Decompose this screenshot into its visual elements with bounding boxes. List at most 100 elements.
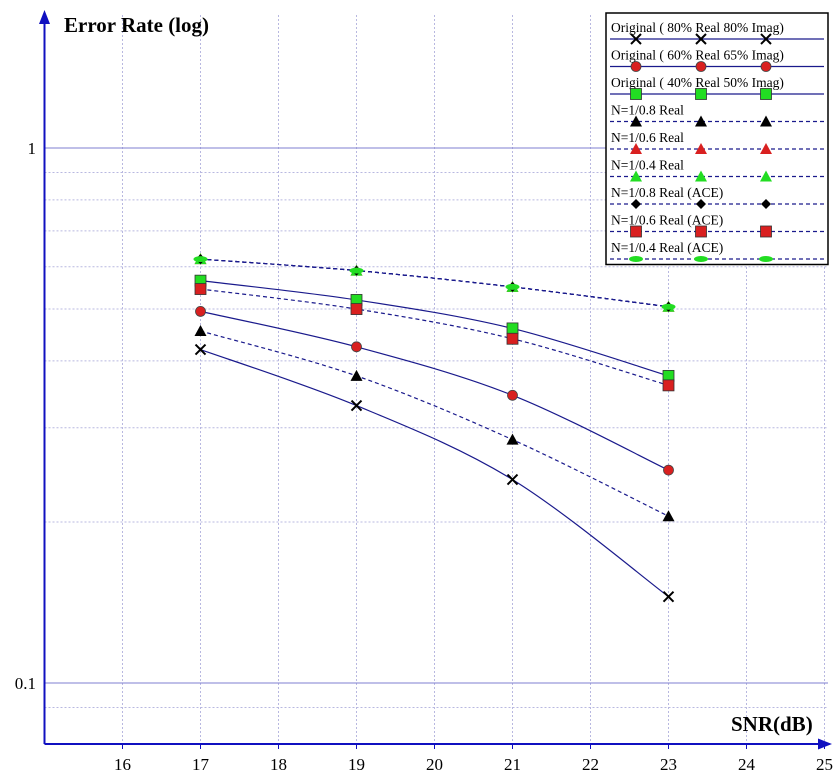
legend-marker [694,256,708,262]
legend-label: N=1/0.4 Real (ACE) [611,240,723,255]
legend-marker [760,225,772,238]
legend-marker [760,61,772,72]
data-point [663,464,674,476]
series-line [200,330,669,517]
data-point [349,267,364,274]
data-point [506,332,519,345]
data-point [194,283,207,295]
series-4 [194,324,675,522]
legend-marker [761,199,771,209]
legend-marker [760,115,772,127]
legend-item: N=1/0.8 Real [610,103,824,127]
legend-item: N=1/0.4 Real [610,158,824,182]
data-point [194,343,207,356]
legend-marker [760,143,772,154]
series-line [200,348,669,598]
legend-marker [695,225,707,238]
legend-marker [630,170,642,182]
legend-marker [760,88,772,100]
legend-marker [630,143,642,154]
x-tick-label: 20 [426,755,443,774]
legend-marker [630,33,642,45]
series-line [200,258,669,308]
series-9 [193,256,676,310]
data-point [662,590,675,603]
series-line [200,310,669,471]
legend-marker [760,170,772,182]
legend-label: Original ( 80% Real 80% Imag) [611,20,784,35]
legend-marker [630,88,642,100]
legend: Original ( 80% Real 80% Imag) Original ( … [605,12,829,266]
legend-marker [630,115,642,127]
y-tick-label: 0.1 [15,674,36,693]
series-6 [194,253,675,312]
x-tick-label: 22 [582,755,599,774]
legend-label: Original ( 40% Real 50% Imag) [611,75,784,90]
x-tick-label: 19 [348,755,365,774]
data-point [193,256,208,263]
legend-label: Original ( 60% Real 65% Imag) [611,48,784,63]
data-point [506,473,519,486]
legend-box [605,12,829,266]
series-3 [194,274,675,382]
legend-marker [695,33,707,45]
series-1 [194,343,675,603]
x-tick-label: 24 [738,755,756,774]
legend-marker [629,256,643,262]
legend-item: Original ( 40% Real 50% Imag) [610,75,824,100]
y-axis-arrow [39,10,50,24]
legend-item: N=1/0.8 Real (ACE) [610,185,824,209]
tick-labels: 16 17 18 19 20 21 22 23 24 25 1 0.1 [15,139,833,774]
data-point [662,510,675,522]
data-point [506,433,519,445]
data-point [661,303,676,310]
legend-item: Original ( 80% Real 80% Imag) [610,20,824,45]
legend-marker [760,33,772,45]
series-line [200,288,669,386]
x-axis-label: SNR(dB) [731,712,813,736]
legend-marker [695,88,707,100]
data-point [350,303,363,315]
data-point [351,341,362,353]
data-point [506,322,519,335]
data-point [350,369,363,381]
legend-label: N=1/0.8 Real [611,103,684,118]
series-line [200,280,669,377]
data-point [195,305,206,317]
legend-marker [695,170,707,182]
legend-marker [696,199,706,209]
y-axis-label: Error Rate (log) [64,13,209,37]
legend-label: N=1/0.4 Real [611,158,684,173]
data-point [194,324,207,336]
legend-marker [695,143,707,154]
y-tick-label: 1 [28,139,37,158]
legend-item: N=1/0.6 Real [610,130,824,154]
x-tick-label: 21 [504,755,521,774]
legend-marker [630,61,642,72]
legend-item: Original ( 60% Real 65% Imag) [610,48,824,72]
legend-label: N=1/0.8 Real (ACE) [611,185,723,200]
data-point [505,283,520,290]
legend-item: N=1/0.4 Real (ACE) [610,240,824,262]
axes [39,10,832,750]
data-point [662,379,675,392]
x-tick-label: 16 [114,755,131,774]
series-8 [194,283,675,392]
data-point [350,399,363,412]
legend-label: N=1/0.6 Real [611,130,684,145]
legend-marker [630,225,642,238]
x-tick-label: 18 [270,755,287,774]
x-tick-label: 25 [816,755,833,774]
series-layer [193,253,676,603]
legend-marker [695,115,707,127]
legend-marker [631,199,641,209]
series-2 [195,305,674,476]
series-5 [194,253,675,312]
legend-marker [759,256,773,262]
legend-label: N=1/0.6 Real (ACE) [611,213,723,228]
x-tick-label: 23 [660,755,677,774]
data-point [507,389,518,401]
x-tick-label: 17 [192,755,210,774]
legend-marker [695,61,707,72]
